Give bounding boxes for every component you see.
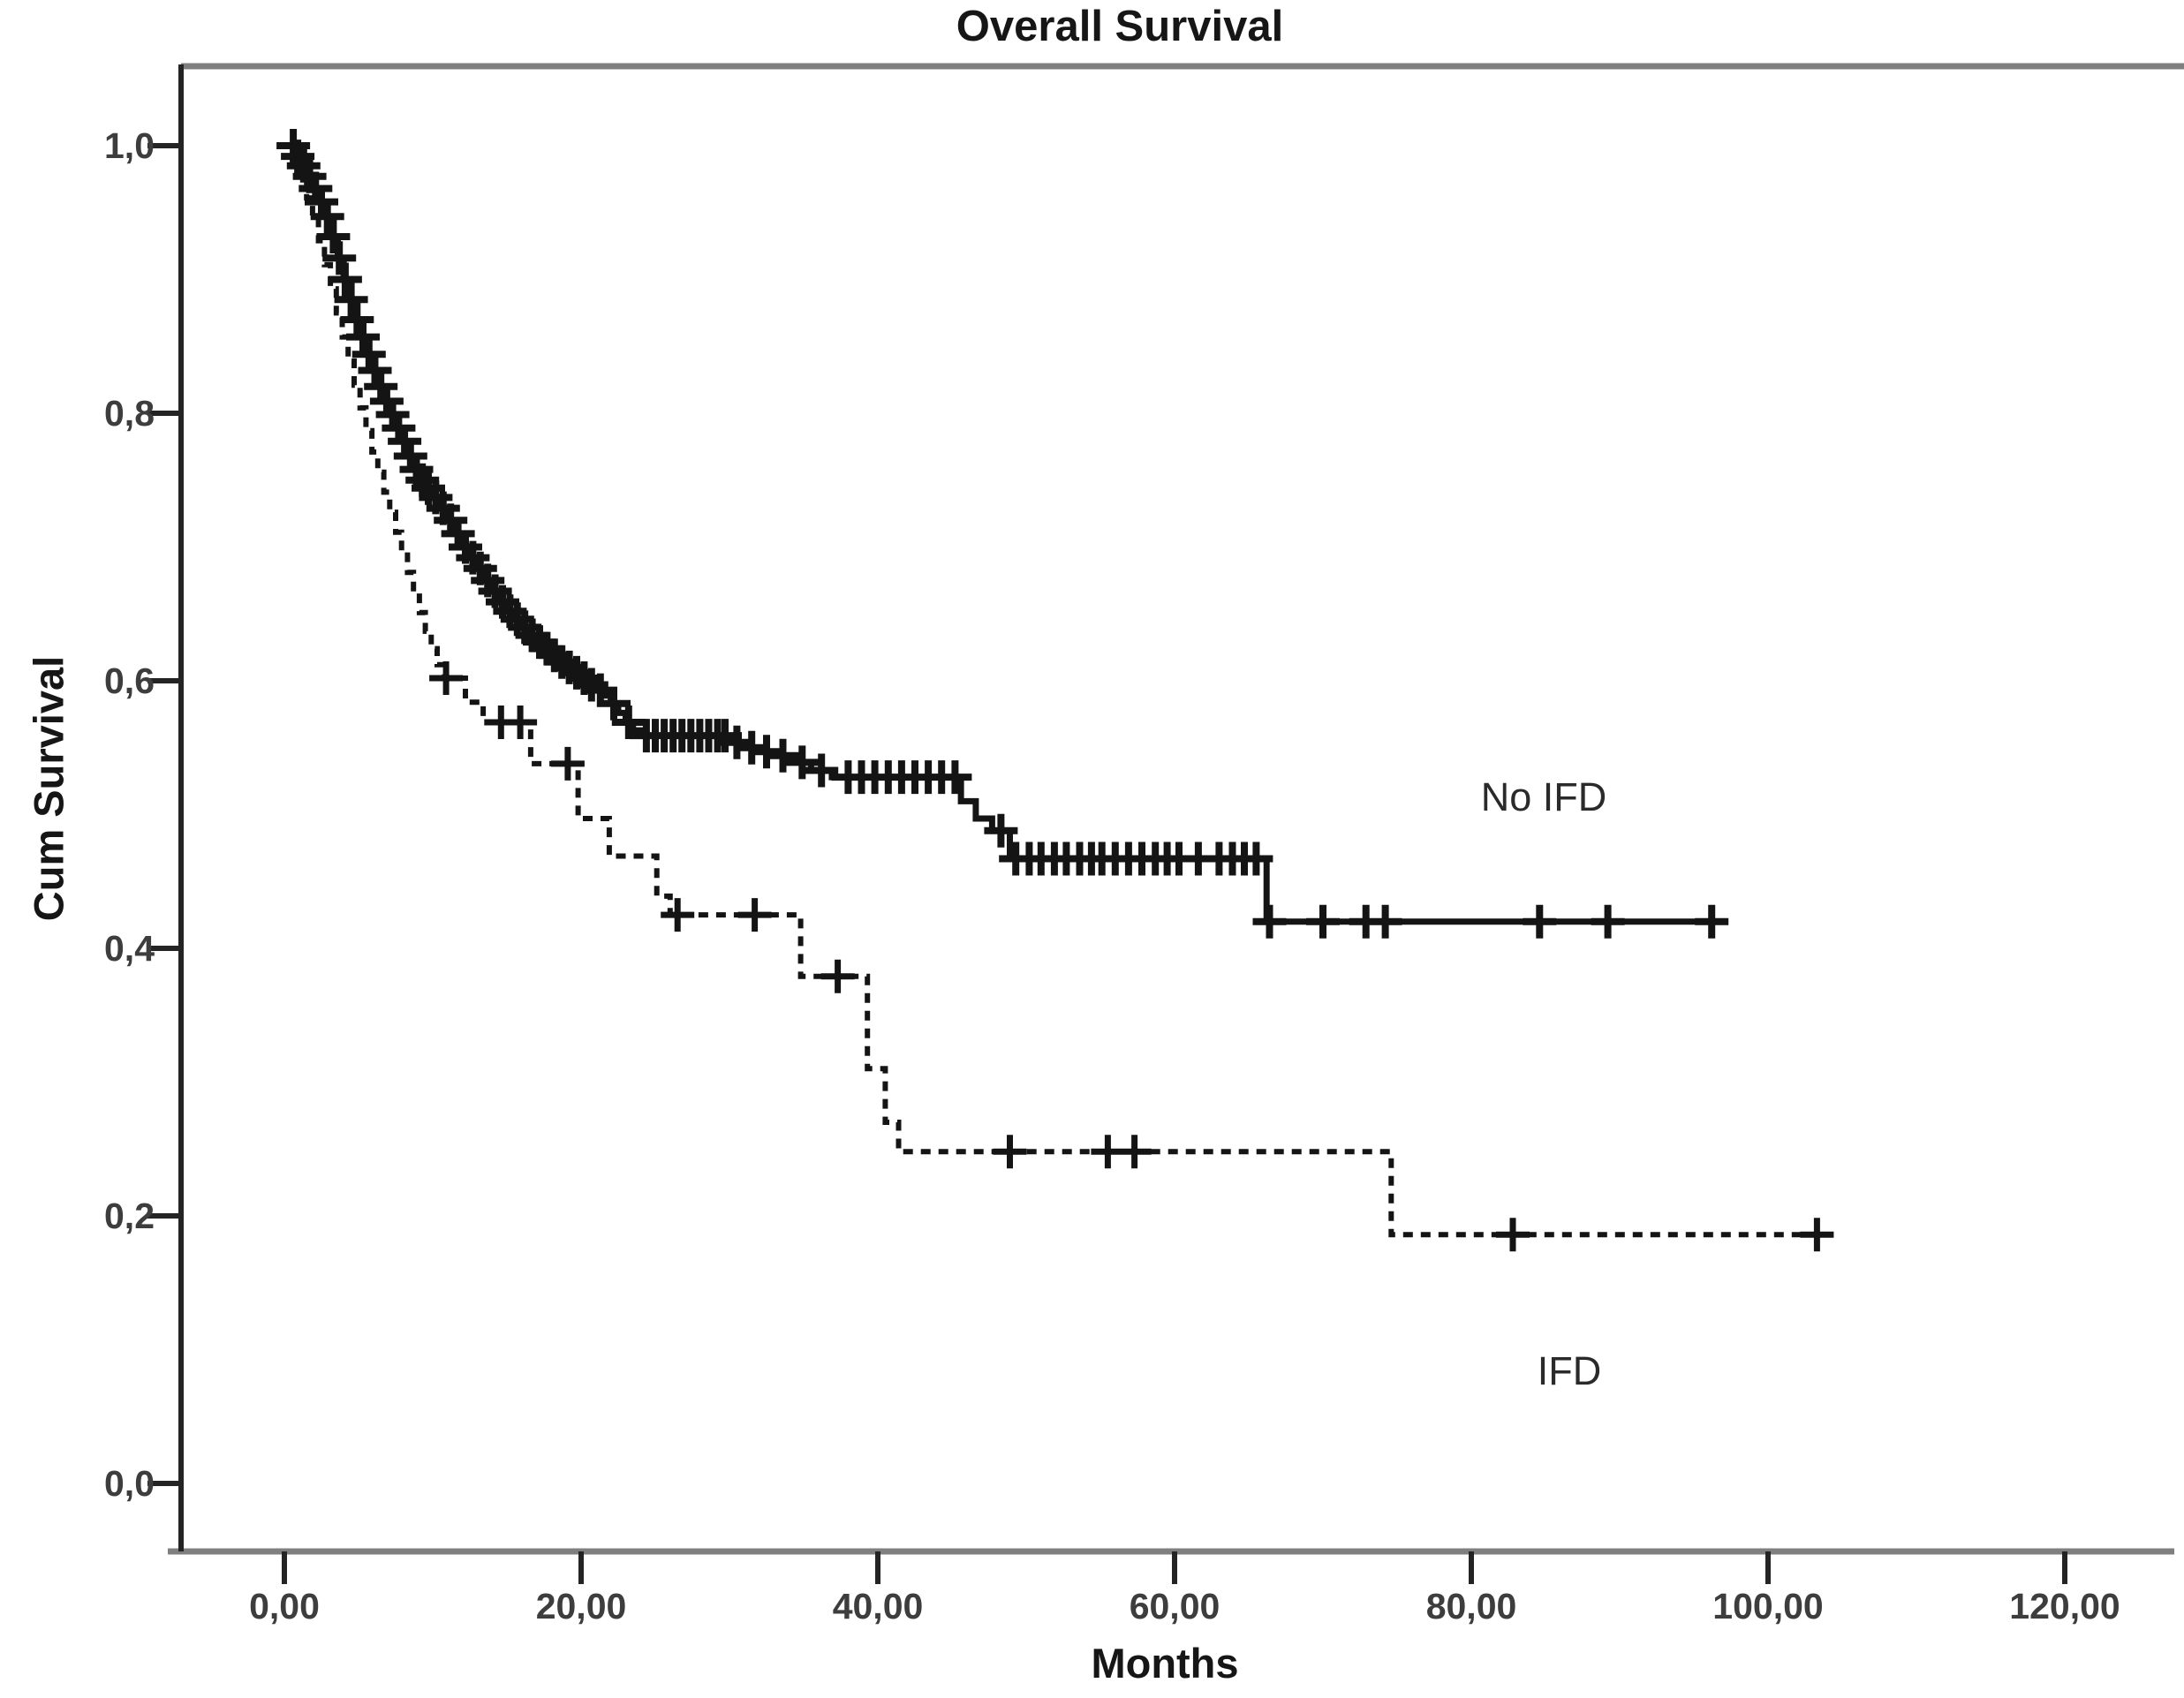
x-tick-label: 120,00 xyxy=(2009,1586,2120,1626)
y-tick-label: 0,4 xyxy=(104,928,155,969)
x-tick-label: 60,00 xyxy=(1129,1586,1220,1626)
y-tick-label: 0,2 xyxy=(104,1196,155,1236)
ifd-curve xyxy=(284,143,1828,1238)
ifd-censor-marks xyxy=(429,661,1834,1252)
y-tick-label: 0,6 xyxy=(104,660,155,701)
x-tick-label: 20,00 xyxy=(535,1586,627,1626)
y-tick-label: 0,8 xyxy=(104,393,155,434)
x-tick-label: 0,00 xyxy=(249,1586,320,1626)
ifd-curve-label: IFD xyxy=(1537,1348,1602,1393)
x-tick-label: 80,00 xyxy=(1425,1586,1517,1626)
chart-title: Overall Survival xyxy=(956,3,1284,50)
y-tick-label: 0,0 xyxy=(104,1463,155,1504)
x-tick-label: 40,00 xyxy=(832,1586,924,1626)
y-tick-label: 1,0 xyxy=(104,125,155,166)
no-ifd-curve-label: No IFD xyxy=(1480,774,1607,819)
x-tick-label: 100,00 xyxy=(1712,1586,1824,1626)
no-ifd-censor-marks xyxy=(276,129,1729,939)
x-axis-title: Months xyxy=(1091,1640,1239,1687)
